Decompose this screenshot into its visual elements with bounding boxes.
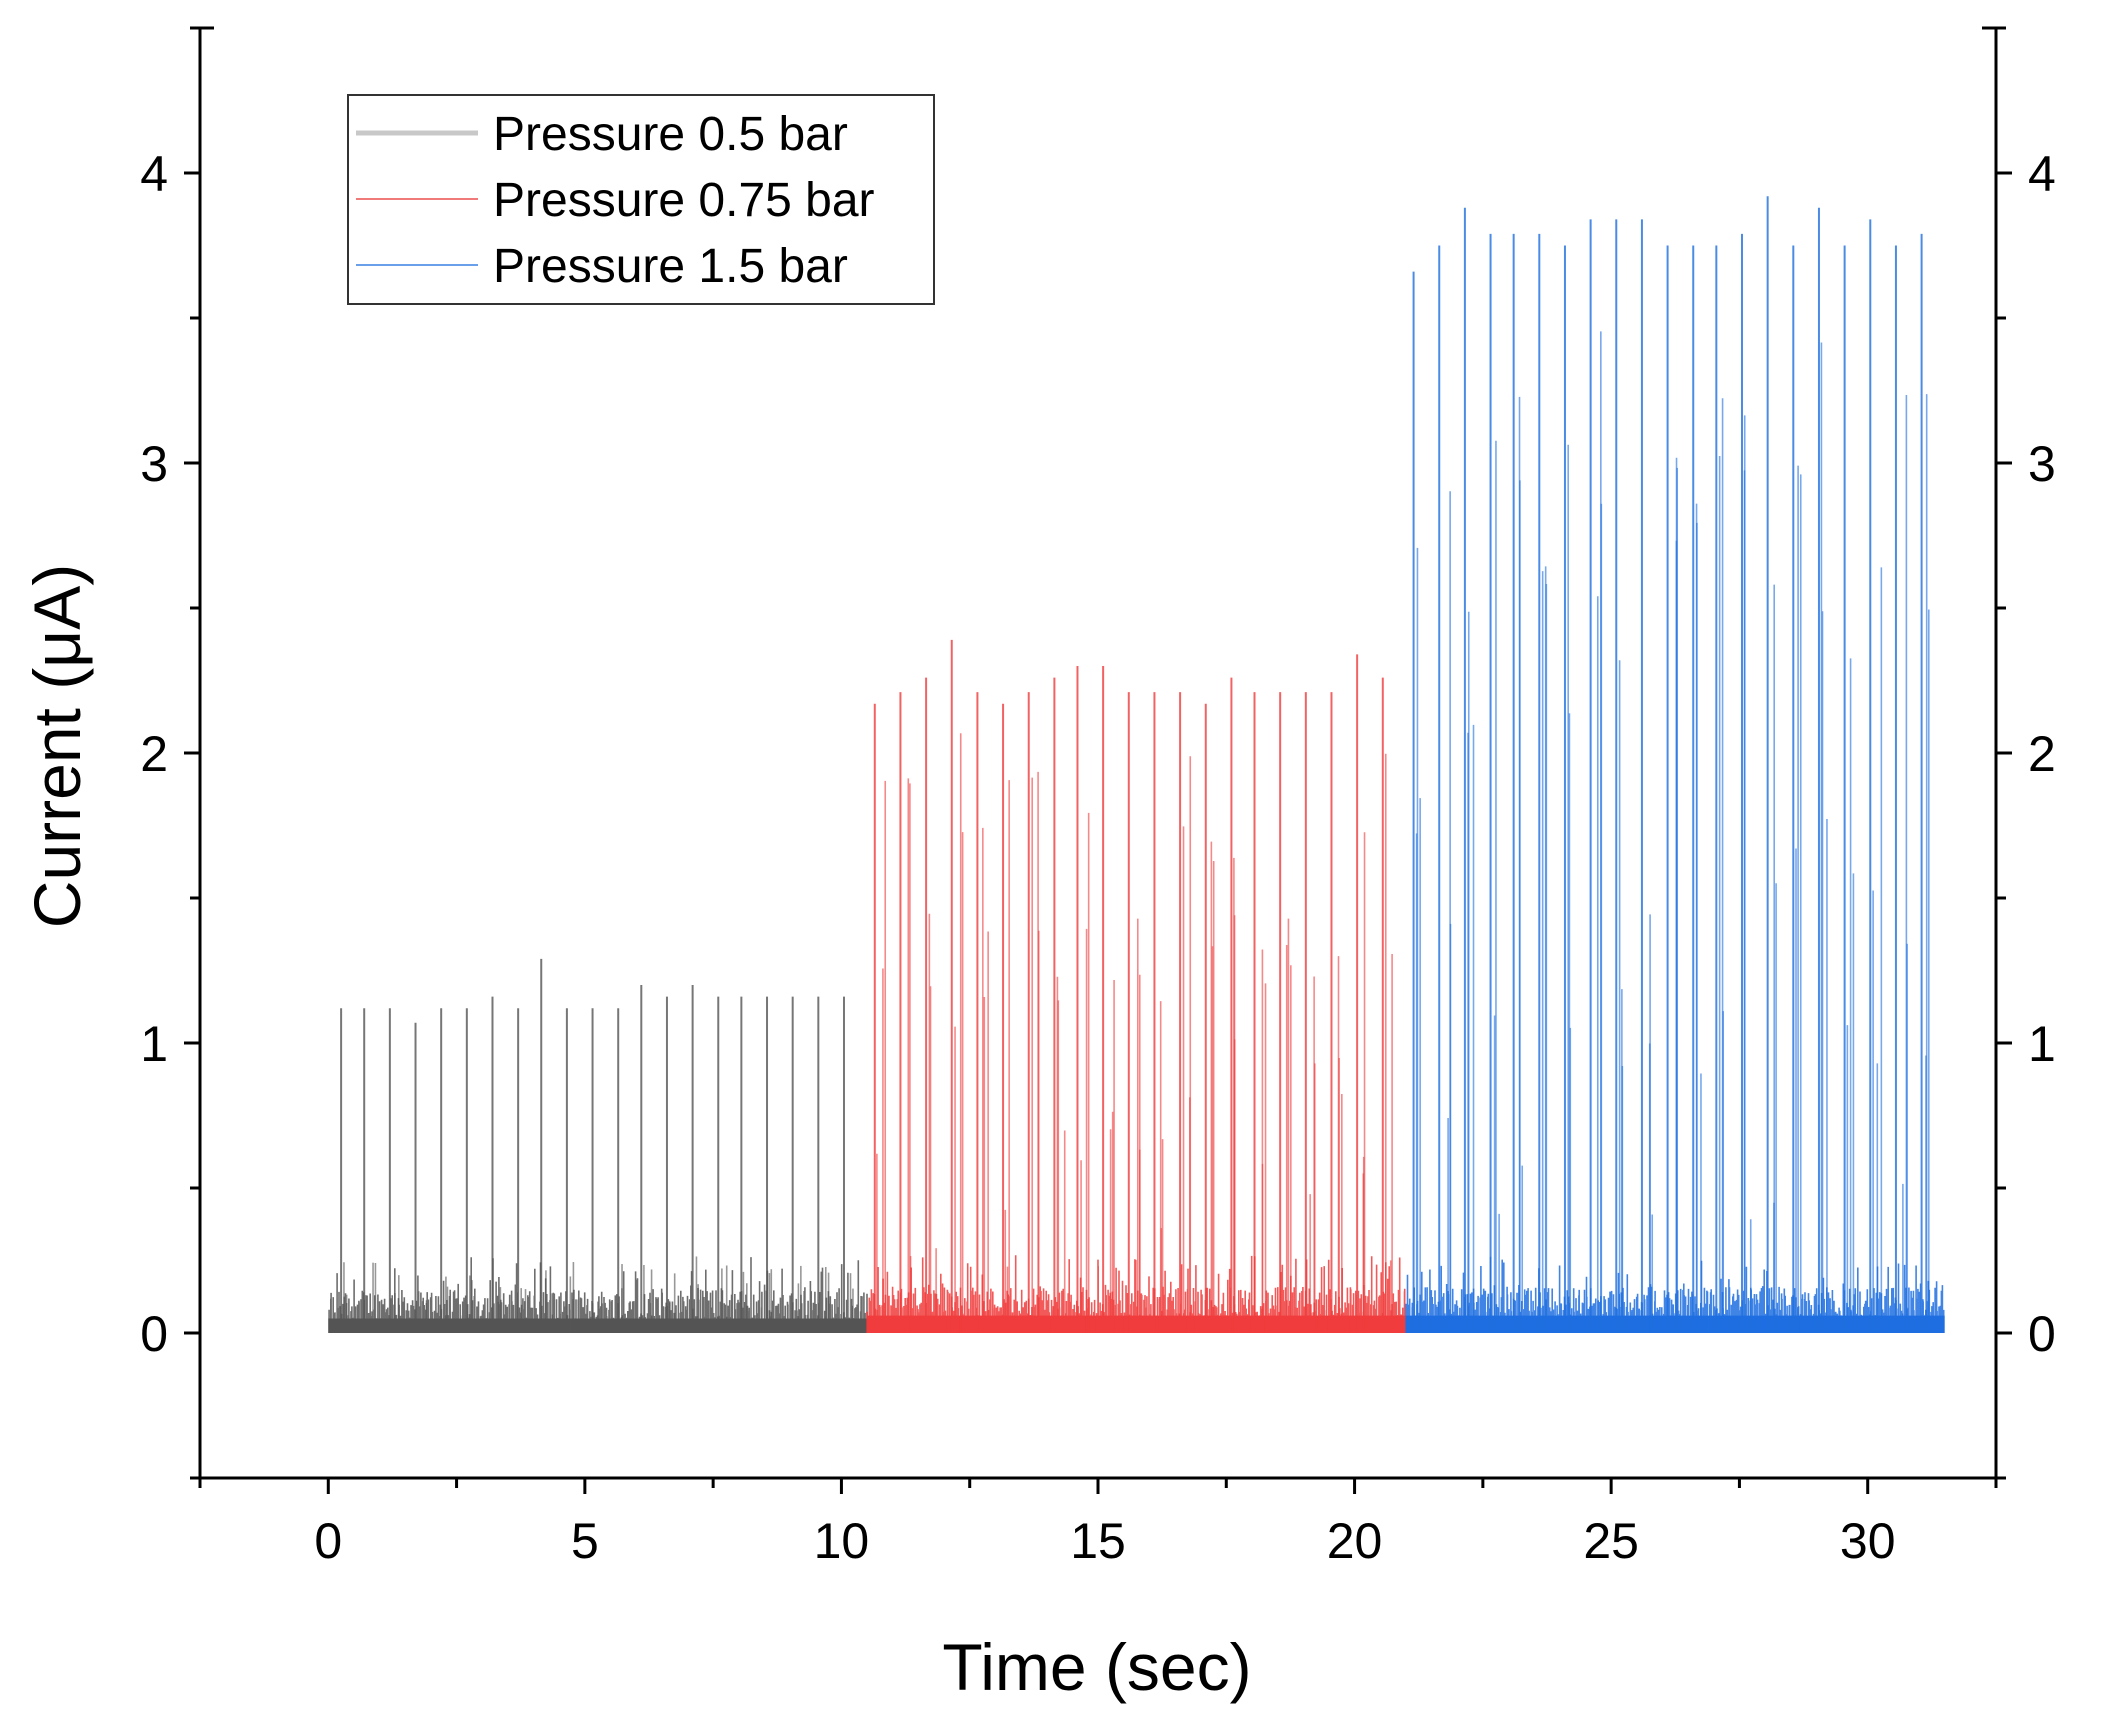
y-right-tick-label-2: 2 [2028, 726, 2056, 782]
legend-label-pressure-0-5-bar: Pressure 0.5 bar [493, 108, 848, 161]
x-tick-label-20: 20 [1327, 1513, 1383, 1569]
series-pressure-1-5-bar [1405, 196, 1945, 1333]
x-axis-title: Time (sec) [942, 1630, 1251, 1704]
legend-label-pressure-1-5-bar: Pressure 1.5 bar [493, 240, 848, 293]
x-tick-label-10: 10 [814, 1513, 870, 1569]
y-left-tick-label-3: 3 [140, 436, 168, 492]
axes-layer: 0 5 10 15 20 25 30 0 0 1 1 2 2 3 3 4 4 [140, 26, 2056, 1569]
y-right-tick-label-0: 0 [2028, 1306, 2056, 1362]
y-right-tick-label-4: 4 [2028, 146, 2056, 202]
y-left-tick-label-1: 1 [140, 1016, 168, 1072]
x-tick-label-15: 15 [1070, 1513, 1126, 1569]
series-pressure-0-5-bar [328, 958, 868, 1333]
legend: Pressure 0.5 bar Pressure 0.75 bar Press… [347, 94, 935, 305]
data-layer [328, 196, 1945, 1333]
y-left-tick-label-0: 0 [140, 1306, 168, 1362]
y-left-tick-label-4: 4 [140, 146, 168, 202]
legend-label-pressure-0-75-bar: Pressure 0.75 bar [493, 174, 875, 227]
y-right-tick-label-1: 1 [2028, 1016, 2056, 1072]
x-tick-label-5: 5 [571, 1513, 599, 1569]
y-left-tick-label-2: 2 [140, 726, 168, 782]
x-tick-label-30: 30 [1840, 1513, 1896, 1569]
x-tick-label-0: 0 [314, 1513, 342, 1569]
y-right-tick-label-3: 3 [2028, 436, 2056, 492]
x-tick-label-25: 25 [1583, 1513, 1639, 1569]
y-axis-title: Current (μA) [20, 564, 94, 928]
series-pressure-0-75-bar [866, 639, 1406, 1333]
